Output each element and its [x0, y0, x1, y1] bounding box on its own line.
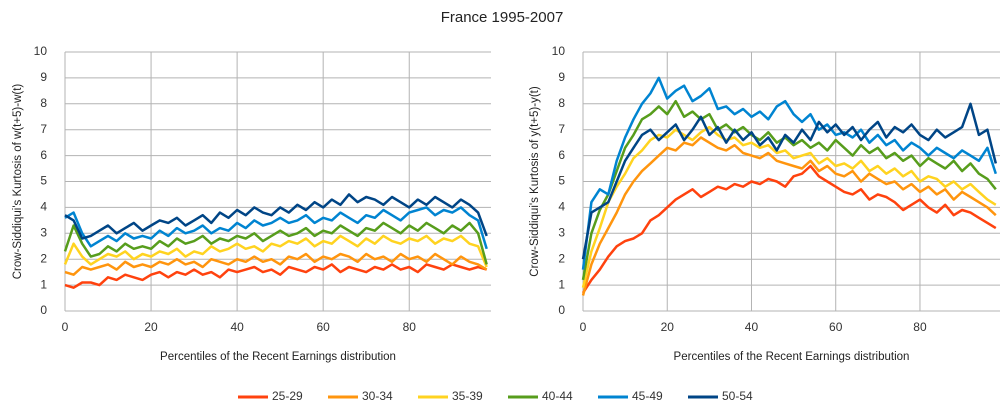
x-tick-label: 60 [317, 320, 331, 334]
series-line: 25-29 [64, 263, 488, 289]
y-tick-label: 5 [558, 174, 565, 188]
legend-label: 35-39 [452, 389, 483, 403]
x-tick-label: 40 [230, 320, 244, 334]
y-tick-label: 6 [558, 148, 565, 162]
y-tick-label: 4 [558, 200, 565, 214]
x-axis-title: Percentiles of the Recent Earnings distr… [160, 351, 396, 363]
y-tick-label: 6 [40, 148, 47, 162]
series-line: 40-44 [63, 221, 488, 265]
y-tick-label: 0 [558, 303, 565, 317]
series-line: 50-54 [581, 102, 998, 260]
series-line: 50-54 [64, 193, 488, 240]
series-line: 30-34 [64, 252, 488, 276]
y-axis-title: Crow-Siddiqui's Kurtosis of w(t+5)-w(t) [12, 84, 24, 280]
y-tick-label: 3 [558, 225, 565, 239]
legend-label: 25-29 [272, 389, 303, 403]
y-tick-label: 8 [40, 96, 47, 110]
x-tick-label: 20 [144, 320, 158, 334]
y-tick-label: 4 [40, 200, 47, 214]
x-tick-label: 0 [62, 320, 69, 334]
series-line: 40-44 [581, 99, 997, 281]
series-line: 45-49 [581, 76, 997, 270]
legend-label: 50-54 [722, 389, 753, 403]
x-tick-label: 80 [913, 320, 927, 334]
series-line: 30-34 [581, 136, 997, 296]
y-tick-label: 7 [558, 122, 565, 136]
x-tick-label: 60 [829, 320, 843, 334]
legend-label: 30-34 [362, 389, 393, 403]
x-axis-title: Percentiles of the Recent Earnings distr… [674, 351, 910, 363]
series-line: 35-39 [581, 125, 997, 288]
x-tick-label: 80 [403, 320, 417, 334]
x-tick-label: 40 [745, 320, 759, 334]
series-line: 35-39 [63, 234, 488, 268]
series-line: 45-49 [64, 206, 488, 250]
y-tick-label: 2 [558, 251, 565, 265]
series-line: 25-29 [581, 164, 997, 294]
y-tick-label: 10 [34, 44, 48, 58]
y-axis-title: Crow-Siddiqui's Kurtosis of y(t+5)-y(t) [529, 86, 541, 277]
y-tick-label: 8 [558, 96, 565, 110]
y-tick-label: 10 [552, 44, 566, 58]
y-tick-label: 9 [558, 70, 565, 84]
chart-title: France 1995-2007 [441, 9, 564, 26]
x-tick-label: 0 [580, 320, 587, 334]
y-tick-label: 3 [40, 225, 47, 239]
y-tick-label: 9 [40, 70, 47, 84]
x-tick-label: 20 [661, 320, 675, 334]
y-tick-label: 2 [40, 251, 47, 265]
y-tick-label: 1 [558, 277, 565, 291]
y-tick-label: 0 [40, 303, 47, 317]
y-tick-label: 1 [40, 277, 47, 291]
legend-label: 40-44 [542, 389, 573, 403]
legend-label: 45-49 [632, 389, 663, 403]
y-tick-label: 5 [40, 174, 47, 188]
y-tick-label: 7 [40, 122, 47, 136]
